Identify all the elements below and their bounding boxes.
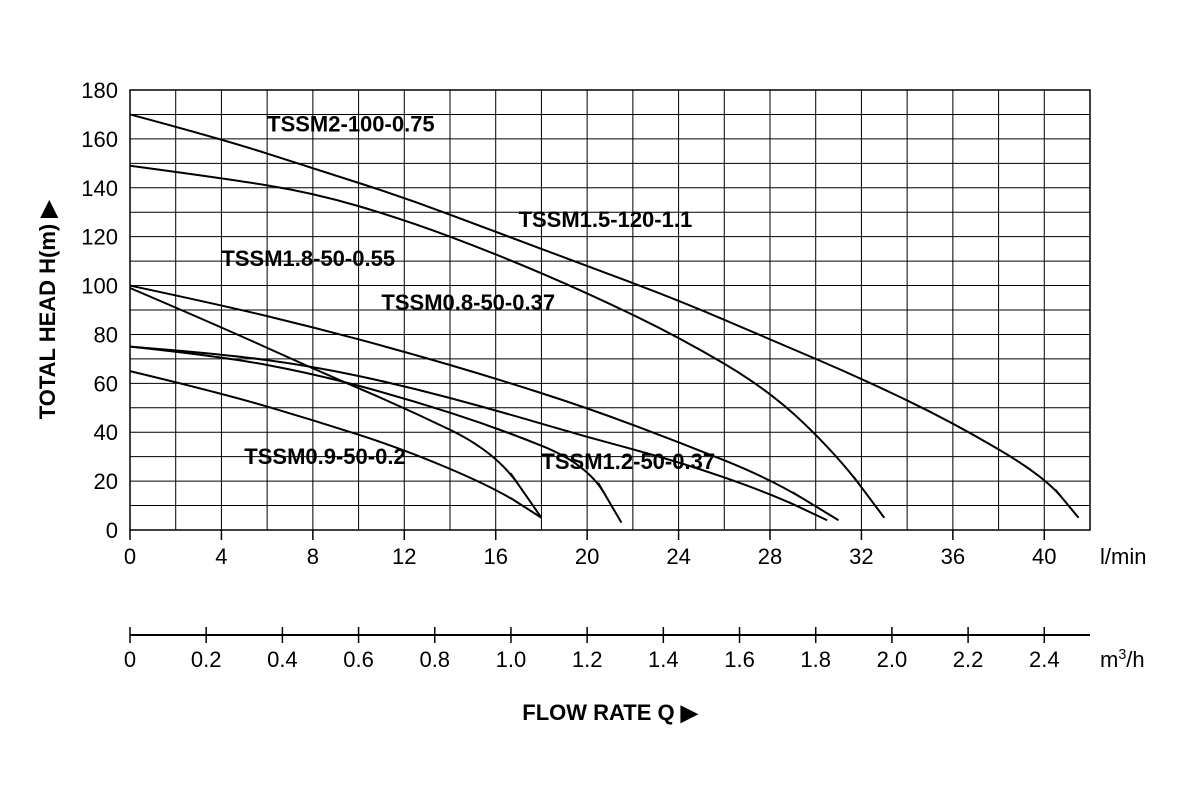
x2-tick-label: 0.6	[343, 647, 374, 672]
y-tick-label: 160	[81, 127, 118, 152]
y-tick-label: 140	[81, 176, 118, 201]
x2-tick-label: 2.4	[1029, 647, 1060, 672]
x2-tick-label: 1.0	[496, 647, 527, 672]
x1-tick-label: 8	[307, 544, 319, 569]
x1-unit-label: l/min	[1100, 544, 1146, 569]
x2-tick-label: 2.0	[877, 647, 908, 672]
y-tick-label: 100	[81, 274, 118, 299]
x2-tick-label: 1.6	[724, 647, 755, 672]
y-tick-label: 0	[106, 518, 118, 543]
x1-tick-label: 20	[575, 544, 599, 569]
series-label: TSSM2-100-0.75	[267, 112, 435, 137]
x1-tick-label: 0	[124, 544, 136, 569]
x-axis-title: FLOW RATE Q ▶	[522, 700, 698, 725]
series-label: TSSM1.8-50-0.55	[221, 246, 395, 271]
x1-tick-label: 40	[1032, 544, 1056, 569]
x1-tick-label: 32	[849, 544, 873, 569]
y-axis-title: TOTAL HEAD H(m) ▶	[35, 200, 60, 420]
series-label: TSSM1.5-120-1.1	[519, 207, 693, 232]
x2-tick-label: 1.8	[800, 647, 831, 672]
x2-tick-label: 0.4	[267, 647, 298, 672]
x1-tick-label: 36	[941, 544, 965, 569]
x2-tick-label: 1.2	[572, 647, 603, 672]
y-tick-label: 120	[81, 225, 118, 250]
chart-svg: 0 20 40 60 80 100 120 140 160 180 0 4 8 12 16 20 24 28 32 3…	[0, 0, 1200, 800]
x1-tick-label: 12	[392, 544, 416, 569]
y-tick-label: 20	[94, 469, 118, 494]
pump-curve-chart: 0 20 40 60 80 100 120 140 160 180 0 4 8 12 16 20 24 28 32 3…	[0, 0, 1200, 800]
y-tick-label: 180	[81, 78, 118, 103]
y-tick-label: 60	[94, 371, 118, 396]
x1-tick-label: 4	[215, 544, 227, 569]
x2-tick-label: 0	[124, 647, 136, 672]
y-tick-label: 80	[94, 322, 118, 347]
x1-tick-label: 24	[666, 544, 690, 569]
y-tick-label: 40	[94, 420, 118, 445]
series-label: TSSM0.8-50-0.37	[381, 290, 555, 315]
x2-tick-label: 0.2	[191, 647, 222, 672]
series-label: TSSM1.2-50-0.37	[541, 449, 715, 474]
x2-tick-label: 0.8	[419, 647, 450, 672]
x1-tick-label: 16	[483, 544, 507, 569]
x2-tick-label: 2.2	[953, 647, 984, 672]
series-label: TSSM0.9-50-0.2	[244, 444, 405, 469]
x2-tick-label: 1.4	[648, 647, 679, 672]
x1-tick-label: 28	[758, 544, 782, 569]
